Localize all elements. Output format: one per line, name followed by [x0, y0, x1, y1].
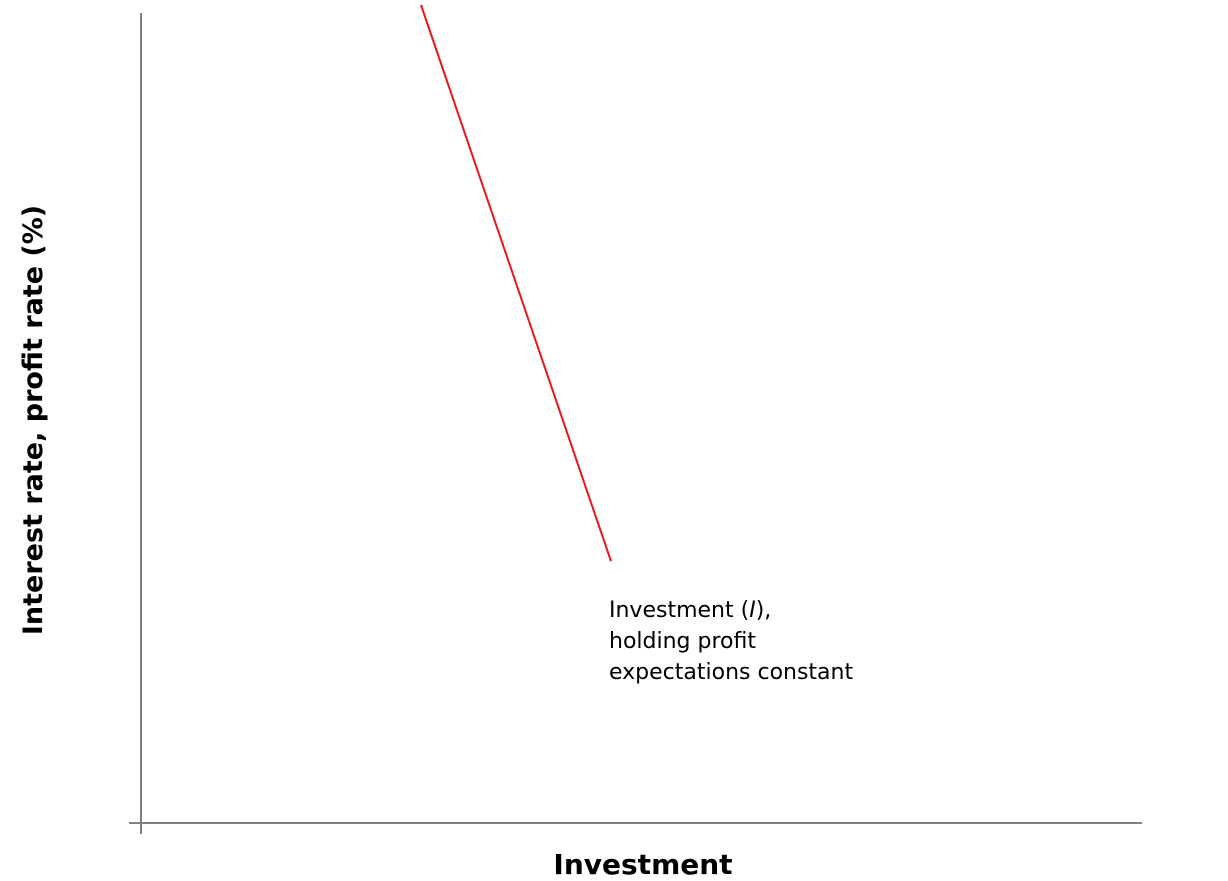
investment-curve-label: Investment (I), holding profit expectati…: [609, 598, 853, 685]
axes: [129, 13, 1142, 834]
curve-label-line-2: holding profit: [609, 629, 756, 654]
y-axis-title: Interest rate, profit rate (%): [18, 205, 49, 635]
investment-curve: [420, 4, 612, 562]
curve-label-line-1: Investment (I),: [609, 598, 771, 623]
x-axis-title: Investment: [553, 848, 732, 881]
curve-label-line-3: expectations constant: [609, 660, 853, 685]
